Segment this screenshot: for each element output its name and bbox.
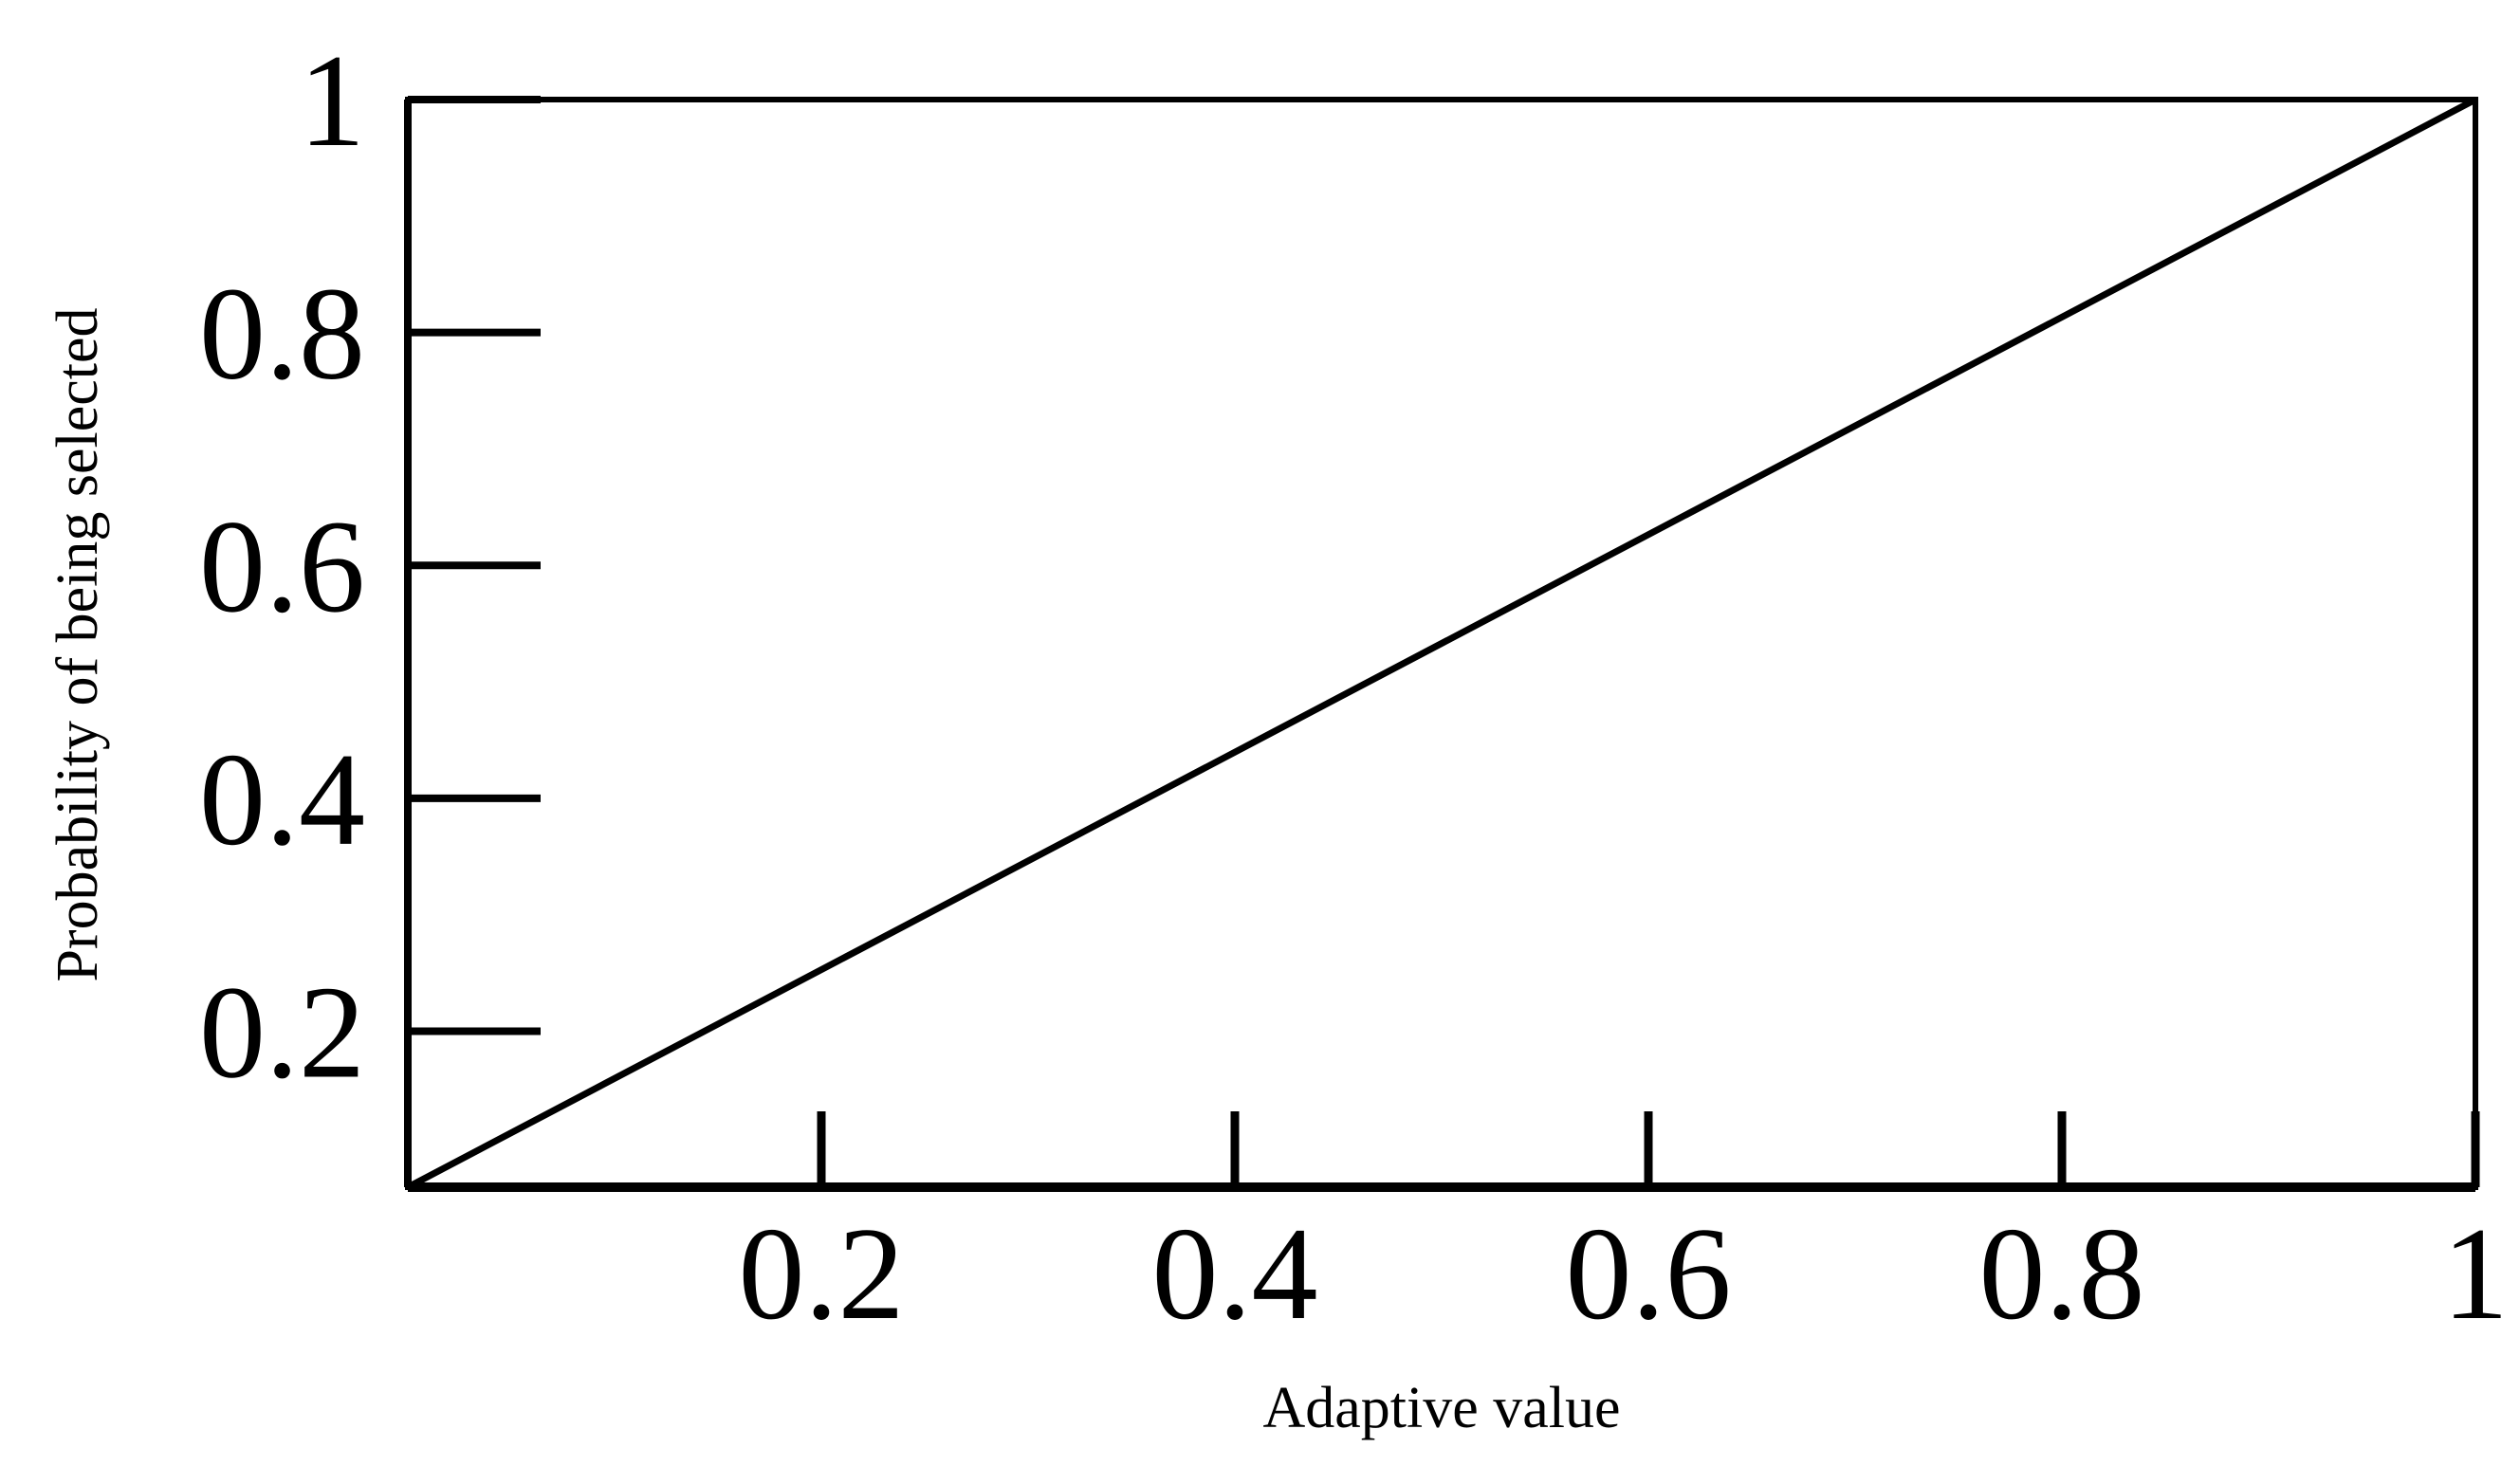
y-tick-label: 0.8 <box>199 261 365 408</box>
y-axis-title: Probability of being selected <box>46 307 110 981</box>
x-tick-label: 0.6 <box>1566 1200 1732 1347</box>
y-tick-label: 1 <box>299 27 365 174</box>
y-tick-label: 0.6 <box>199 493 365 640</box>
x-tick-label: 0.4 <box>1152 1200 1318 1347</box>
x-tick-label: 0.8 <box>1979 1200 2145 1347</box>
x-axis-title: Adaptive value <box>1262 1376 1620 1440</box>
y-tick-label: 0.4 <box>199 726 365 873</box>
chart-marks: 0.2 0.4 0.6 0.8 1 0.2 0.4 0.6 0.8 1 <box>199 27 2509 1347</box>
x-tick-label: 1 <box>2442 1200 2509 1347</box>
x-tick-label: 0.2 <box>739 1200 905 1347</box>
y-tick-label: 0.2 <box>199 959 365 1106</box>
series-line <box>406 96 2477 1191</box>
